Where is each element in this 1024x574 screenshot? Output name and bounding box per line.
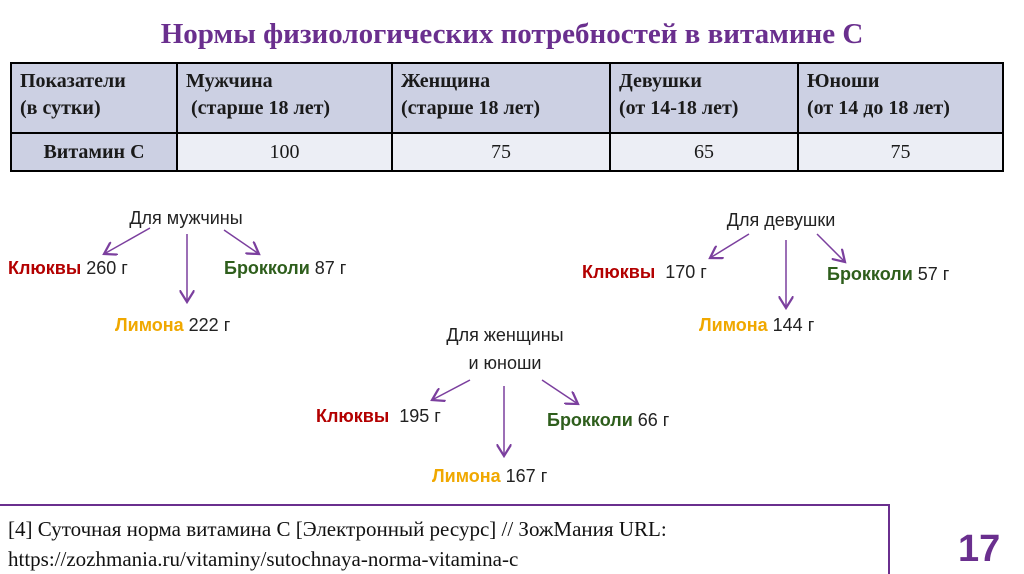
reference-line2: https://zozhmania.ru/vitaminy/sutochnaya… [8,547,519,571]
women-cranberry-label: Клюквы [316,406,390,426]
value-women: 75 [391,132,611,172]
men-arrow-broccoli [223,229,259,254]
header-boys-line1: Юноши [807,70,880,92]
men-heading: Для мужчины [129,208,243,228]
men-cranberry-label: Клюквы [8,258,82,278]
header-indicators-line1: Показатели [20,70,126,92]
women-lemon: Лимона 167 г [432,466,547,487]
girls-broccoli-amount: 57 г [912,264,950,284]
men-cranberry-amount: 260 г [81,258,128,278]
header-women: Женщина (старше 18 лет) [391,62,611,134]
men-cranberry: Клюквы 260 г [8,258,128,279]
women-heading-line1: Для женщины [446,325,564,345]
reference-line1: [4] Суточная норма витамина С [Электронн… [8,517,667,541]
women-broccoli-amount: 66 г [632,410,670,430]
women-broccoli: Брокколи 66 г [547,410,669,431]
men-lemon-label: Лимона [115,315,184,335]
girls-lemon-label: Лимона [699,315,768,335]
header-girls: Девушки (от 14-18 лет) [609,62,799,134]
girls-broccoli-label: Брокколи [827,264,913,284]
men-lemon: Лимона 222 г [115,315,230,336]
table-row: Витамин С 100 75 65 75 [10,132,1004,172]
girls-arrow-cranberry [710,233,750,258]
women-lemon-label: Лимона [432,466,501,486]
women-lemon-amount: 167 г [500,466,548,486]
value-men: 100 [176,132,393,172]
header-women-line1: Женщина [401,70,491,92]
men-broccoli-label: Брокколи [224,258,310,278]
table-header-row: Показатели (в сутки) Мужчина (старше 18 … [10,62,1004,134]
women-arrow-cranberry [432,379,471,400]
header-men-line2: (старше 18 лет) [186,97,331,119]
girls-lemon-amount: 144 г [767,315,815,335]
men-arrow-cranberry [104,227,151,254]
page-number: 17 [958,528,1001,570]
header-indicators: Показатели (в сутки) [10,62,178,134]
women-cranberry-amount: 195 г [389,406,441,426]
girls-broccoli: Брокколи 57 г [827,264,949,285]
page-title: Нормы физиологических потребностей в вит… [160,18,864,50]
value-girls: 65 [609,132,799,172]
men-broccoli-amount: 87 г [309,258,347,278]
reference-box: [4] Суточная норма витамина С [Электронн… [0,504,890,574]
women-cranberry: Клюквы 195 г [316,406,441,427]
header-girls-line2: (от 14-18 лет) [619,97,739,119]
girls-heading: Для девушки [726,210,836,230]
header-men: Мужчина (старше 18 лет) [176,62,393,134]
women-heading-line2: и юноши [468,353,542,373]
girls-lemon: Лимона 144 г [699,315,814,336]
header-men-line1: Мужчина [186,70,273,92]
girls-cranberry-label: Клюквы [582,262,656,282]
row-label-vitamin-c: Витамин С [10,132,178,172]
women-arrow-broccoli [541,379,578,404]
men-lemon-amount: 222 г [183,315,231,335]
header-boys: Юноши (от 14 до 18 лет) [797,62,1004,134]
header-boys-line2: (от 14 до 18 лет) [807,97,950,119]
girls-arrow-broccoli [816,233,845,262]
vitamin-c-norms-table: Показатели (в сутки) Мужчина (старше 18 … [10,62,1004,172]
girls-cranberry: Клюквы 170 г [582,262,707,283]
girls-cranberry-amount: 170 г [655,262,707,282]
header-women-line2: (старше 18 лет) [401,97,541,119]
value-boys: 75 [797,132,1004,172]
men-broccoli: Брокколи 87 г [224,258,346,279]
header-girls-line1: Девушки [619,70,702,92]
women-broccoli-label: Брокколи [547,410,633,430]
women-heading: Для женщины и юноши [446,321,563,377]
header-indicators-line2: (в сутки) [20,97,101,119]
